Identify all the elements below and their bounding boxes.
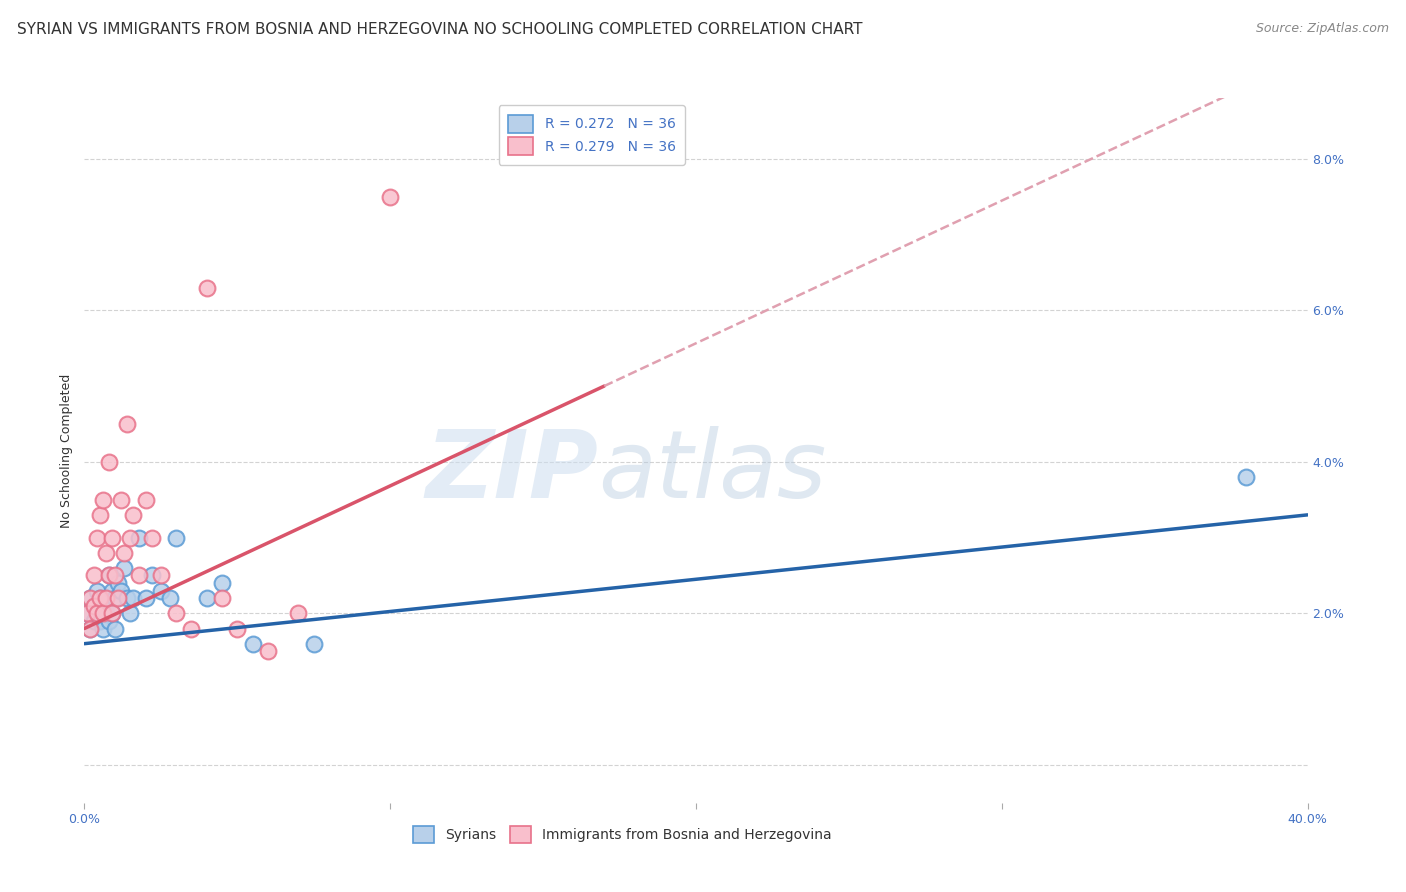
Point bbox=[101, 607, 124, 621]
Point bbox=[115, 591, 138, 606]
Point bbox=[97, 568, 120, 582]
Point bbox=[97, 568, 120, 582]
Point bbox=[110, 583, 132, 598]
Point bbox=[104, 622, 127, 636]
Point bbox=[86, 607, 108, 621]
Point bbox=[83, 599, 105, 613]
Point bbox=[76, 607, 98, 621]
Point bbox=[120, 607, 142, 621]
Point bbox=[115, 417, 138, 431]
Point bbox=[83, 614, 105, 628]
Point bbox=[91, 599, 114, 613]
Point bbox=[195, 591, 218, 606]
Text: Source: ZipAtlas.com: Source: ZipAtlas.com bbox=[1256, 22, 1389, 36]
Point bbox=[94, 607, 117, 621]
Point bbox=[107, 576, 129, 591]
Point bbox=[94, 591, 117, 606]
Point bbox=[122, 508, 145, 522]
Point bbox=[128, 568, 150, 582]
Point bbox=[165, 531, 187, 545]
Point bbox=[89, 591, 111, 606]
Point bbox=[94, 591, 117, 606]
Point bbox=[135, 492, 157, 507]
Point bbox=[89, 591, 111, 606]
Point bbox=[380, 189, 402, 203]
Point bbox=[141, 531, 163, 545]
Point bbox=[165, 607, 187, 621]
Point bbox=[101, 583, 124, 598]
Point bbox=[89, 614, 111, 628]
Point bbox=[86, 531, 108, 545]
Legend: Syrians, Immigrants from Bosnia and Herzegovina: Syrians, Immigrants from Bosnia and Herz… bbox=[408, 821, 838, 848]
Point bbox=[302, 637, 325, 651]
Point bbox=[112, 546, 135, 560]
Point bbox=[97, 614, 120, 628]
Point bbox=[91, 607, 114, 621]
Point bbox=[83, 568, 105, 582]
Point bbox=[101, 607, 124, 621]
Point bbox=[122, 591, 145, 606]
Point bbox=[104, 568, 127, 582]
Point bbox=[110, 492, 132, 507]
Point bbox=[149, 583, 172, 598]
Point bbox=[86, 583, 108, 598]
Point bbox=[257, 644, 280, 658]
Point bbox=[195, 280, 218, 294]
Point bbox=[135, 591, 157, 606]
Point bbox=[211, 576, 233, 591]
Point bbox=[128, 531, 150, 545]
Point bbox=[149, 568, 172, 582]
Text: atlas: atlas bbox=[598, 426, 827, 517]
Point bbox=[242, 637, 264, 651]
Point bbox=[104, 591, 127, 606]
Point bbox=[159, 591, 181, 606]
Point bbox=[83, 599, 105, 613]
Point bbox=[79, 591, 101, 606]
Point bbox=[79, 591, 101, 606]
Point bbox=[211, 591, 233, 606]
Text: ZIP: ZIP bbox=[425, 425, 598, 517]
Point bbox=[89, 508, 111, 522]
Point bbox=[91, 622, 114, 636]
Text: SYRIAN VS IMMIGRANTS FROM BOSNIA AND HERZEGOVINA NO SCHOOLING COMPLETED CORRELAT: SYRIAN VS IMMIGRANTS FROM BOSNIA AND HER… bbox=[17, 22, 862, 37]
Point bbox=[120, 531, 142, 545]
Point bbox=[107, 591, 129, 606]
Point bbox=[86, 607, 108, 621]
Point bbox=[97, 455, 120, 469]
Point bbox=[141, 568, 163, 582]
Y-axis label: No Schooling Completed: No Schooling Completed bbox=[59, 374, 73, 527]
Point bbox=[91, 492, 114, 507]
Point bbox=[112, 561, 135, 575]
Point bbox=[94, 546, 117, 560]
Point bbox=[76, 607, 98, 621]
Point bbox=[79, 622, 101, 636]
Point bbox=[226, 622, 249, 636]
Point bbox=[101, 531, 124, 545]
Point bbox=[180, 622, 202, 636]
Point bbox=[287, 607, 309, 621]
Point bbox=[1236, 470, 1258, 484]
Point bbox=[79, 622, 101, 636]
